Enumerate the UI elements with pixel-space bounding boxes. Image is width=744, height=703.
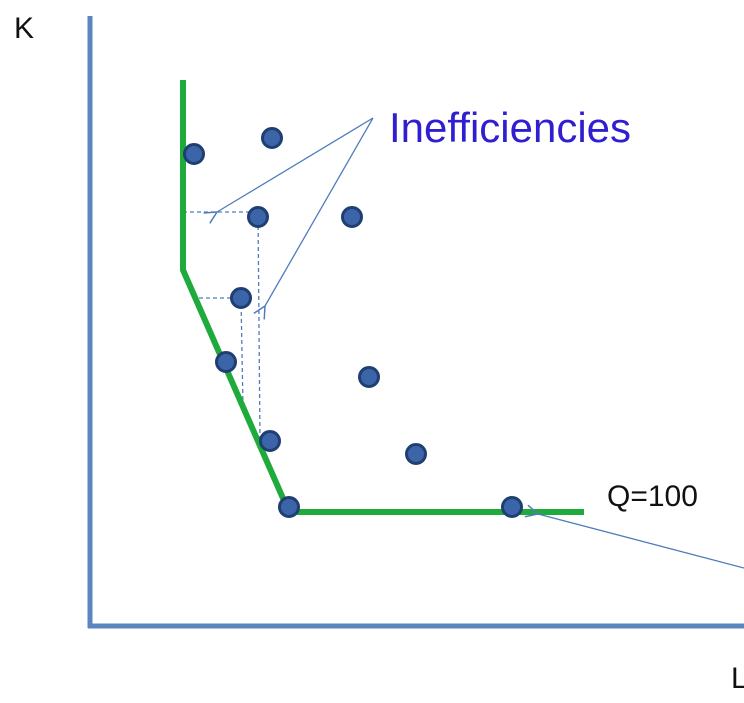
arrow-to-upper-point xyxy=(217,117,374,212)
production-point xyxy=(501,496,523,518)
production-point xyxy=(358,366,380,388)
production-points xyxy=(183,127,523,518)
production-point xyxy=(405,443,427,465)
production-point xyxy=(230,287,252,309)
efficiency-guides xyxy=(183,211,261,442)
x-axis-label: L xyxy=(731,662,744,695)
arrow-to-isoquant-point xyxy=(538,514,744,569)
production-point xyxy=(341,206,363,228)
isoquant-label: Q=100 xyxy=(607,480,698,513)
isoquant-curve xyxy=(180,80,584,515)
inefficiencies-label: Inefficiencies xyxy=(389,104,632,151)
production-point xyxy=(261,127,283,149)
production-point xyxy=(278,496,300,518)
production-point xyxy=(215,351,237,373)
y-axis-label: K xyxy=(14,12,35,45)
arrow-to-lower-point xyxy=(265,117,374,306)
production-point xyxy=(183,143,205,165)
production-point xyxy=(259,430,281,452)
inefficiency-arrows xyxy=(217,117,744,569)
production-point xyxy=(247,206,269,228)
